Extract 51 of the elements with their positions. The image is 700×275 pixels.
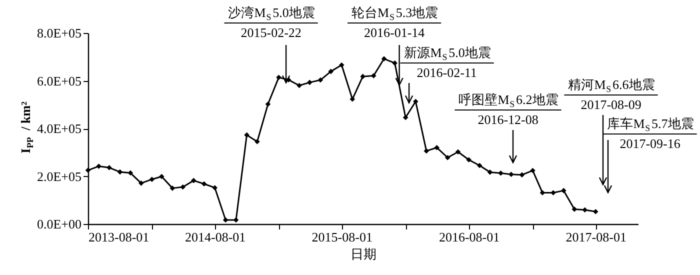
point: [508, 172, 514, 177]
point: [96, 164, 102, 169]
point: [561, 188, 566, 194]
point: [201, 181, 207, 187]
point: [476, 162, 482, 168]
point: [498, 170, 504, 176]
point: [233, 217, 239, 223]
point: [338, 62, 344, 68]
point: [360, 74, 366, 80]
point: [592, 208, 598, 214]
point: [328, 68, 334, 74]
point: [318, 77, 324, 83]
x-tick-label: 2015-08-01: [312, 230, 372, 244]
point: [106, 165, 112, 170]
point: [254, 138, 260, 144]
point: [212, 185, 218, 190]
point: [159, 174, 164, 180]
x-axis-title: 日期: [350, 246, 376, 262]
y-tick-label: 0.0E+00: [36, 216, 82, 232]
point: [265, 102, 271, 107]
point: [307, 80, 312, 86]
x-tick-label: 2016-08-01: [438, 230, 500, 244]
point: [370, 73, 376, 78]
point: [170, 186, 176, 191]
point: [190, 178, 196, 184]
point: [350, 96, 356, 102]
point: [466, 157, 472, 162]
point: [222, 217, 228, 223]
point: [117, 169, 123, 175]
y-tick-label: 6.0E+05: [36, 73, 82, 88]
y-tick-label: 2.0E+05: [36, 168, 82, 184]
point: [412, 98, 418, 104]
point: [402, 114, 408, 120]
point: [392, 60, 398, 66]
point: [582, 207, 588, 213]
x-tick-label: 2014-08-01: [184, 230, 246, 244]
y-tick-label: 8.0E+05: [36, 26, 82, 40]
point: [550, 190, 556, 196]
point: [149, 176, 155, 182]
x-tick-label: 2013-08-01: [88, 230, 150, 244]
point: [180, 184, 186, 190]
point: [434, 144, 440, 150]
y-axis-title: IPP / km²: [18, 101, 35, 154]
point: [138, 180, 144, 186]
point: [444, 154, 450, 160]
point: [455, 149, 461, 155]
point: [572, 206, 578, 212]
x-tick-label: 2017-08-01: [566, 230, 626, 244]
y-tick-label: 4.0E+05: [36, 121, 82, 136]
point: [128, 170, 134, 176]
point: [424, 148, 430, 154]
